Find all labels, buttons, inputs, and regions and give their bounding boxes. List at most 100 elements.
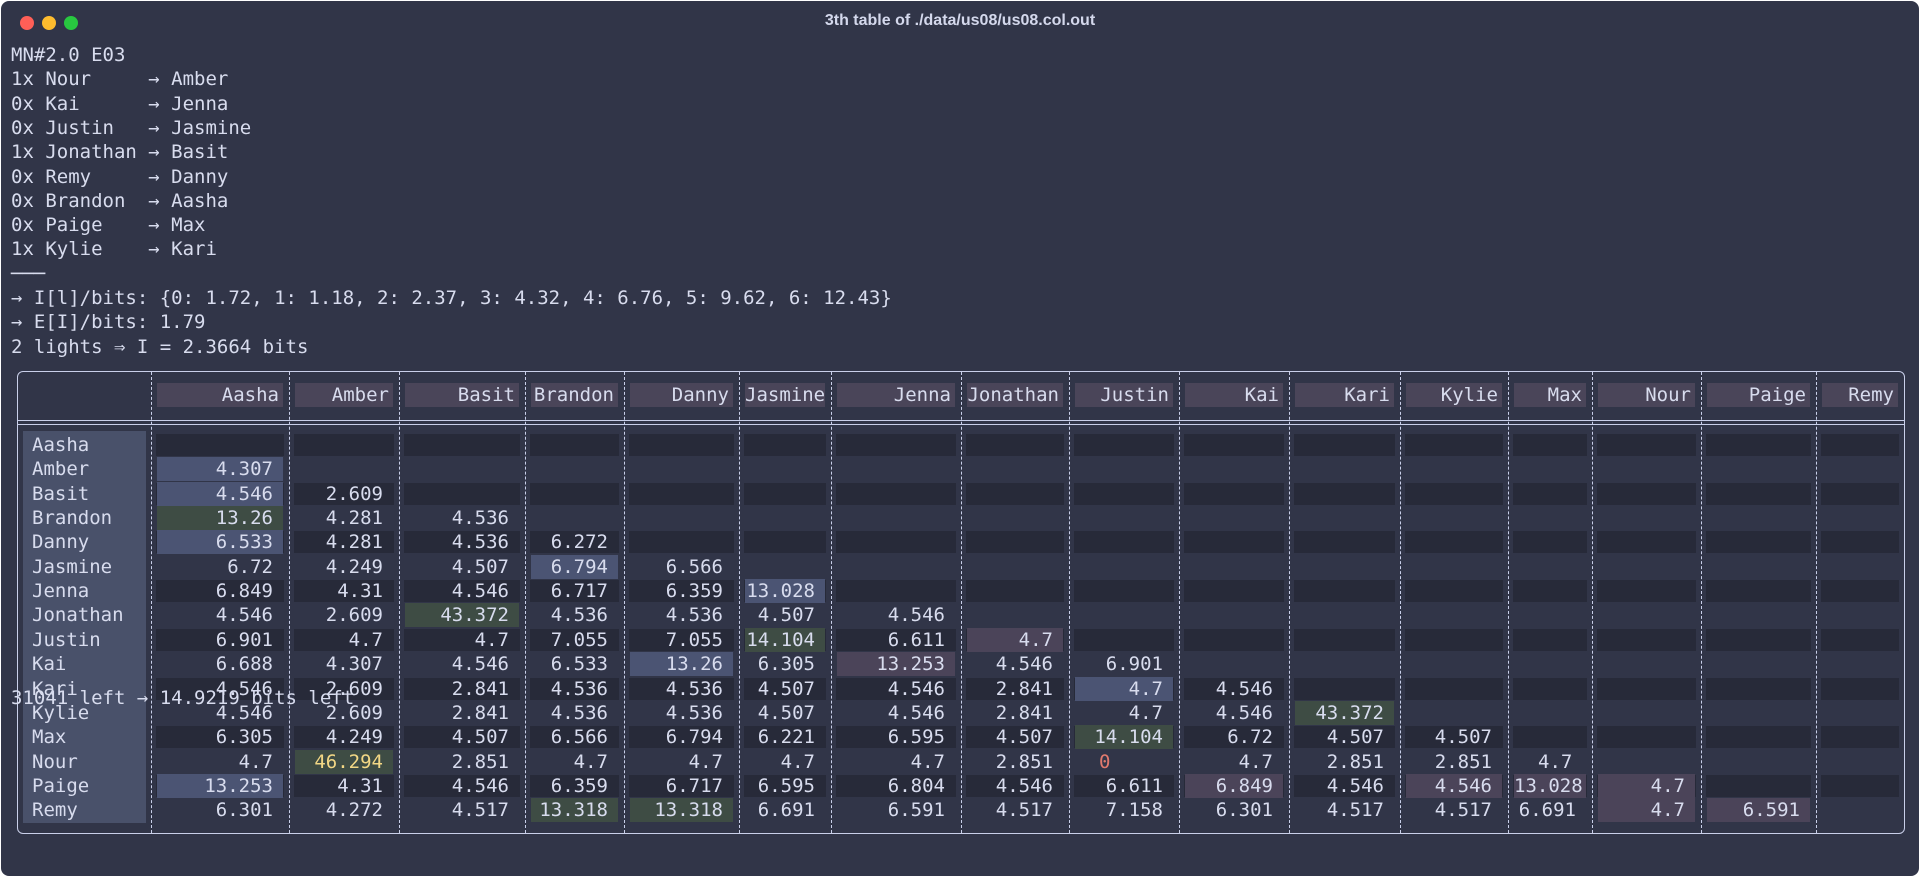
column-header: Basit [405, 383, 519, 407]
row-stripe [744, 434, 826, 456]
row-stripe [156, 580, 284, 603]
table-cell: 13.028 [746, 580, 815, 603]
table-cell: 4.281 [325, 531, 383, 554]
row-stripe [156, 434, 284, 456]
row-stripe [744, 482, 826, 505]
table-cell: 4.7 [910, 750, 945, 773]
cell-highlight [157, 530, 283, 555]
row-stripe [629, 726, 734, 749]
row-stripe [629, 774, 734, 797]
table-cell: 4.31 [337, 774, 383, 797]
table-cell: 14.104 [746, 628, 815, 651]
row-stripe [1405, 531, 1503, 554]
row-stripe [1074, 531, 1174, 554]
table-cell: 4.536 [550, 604, 608, 627]
row-stripe [966, 580, 1064, 603]
row-stripe [1706, 628, 1811, 651]
table-cell: 2.841 [995, 677, 1053, 700]
header-line: 1x Kylie → Kari [11, 238, 217, 261]
close-button[interactable] [20, 16, 34, 30]
row-stripe [530, 580, 619, 603]
row-stripe [1294, 628, 1395, 651]
table-cell: 6.591 [887, 799, 945, 822]
table-cell: 6.595 [757, 774, 815, 797]
header-line: 1x Jonathan → Basit [11, 141, 229, 164]
header-line: 0x Kai → Jenna [11, 92, 229, 115]
row-stripe [156, 677, 284, 700]
cell-highlight [531, 554, 618, 579]
row-stripe [530, 434, 619, 456]
table-cell: 4.546 [215, 677, 273, 700]
column-divider [525, 372, 526, 833]
row-stripe [404, 434, 520, 456]
row-stripe [629, 531, 734, 554]
column-divider [624, 372, 625, 833]
minimize-button[interactable] [42, 16, 56, 30]
row-stripe [1074, 482, 1174, 505]
table-cell: 4.507 [995, 726, 1053, 749]
cell-highlight [837, 652, 955, 677]
table-cell: 7.055 [665, 628, 723, 651]
table-cell: 4.546 [995, 774, 1053, 797]
table-cell: 13.318 [654, 799, 723, 822]
row-stripe [1706, 580, 1811, 603]
cell-highlight [1075, 725, 1173, 750]
row-stripe [156, 628, 284, 651]
row-stripe [1184, 531, 1284, 554]
zoom-button[interactable] [64, 16, 78, 30]
row-stripe [1184, 482, 1284, 505]
table-cell: 7.055 [550, 628, 608, 651]
column-header: Kai [1185, 383, 1283, 407]
row-stripe [629, 482, 734, 505]
row-stripe [744, 726, 826, 749]
table-cell: 2.851 [451, 750, 509, 773]
table-cell: 4.536 [665, 604, 723, 627]
row-label: Kai [32, 653, 67, 676]
table-cell: 13.028 [1514, 774, 1583, 797]
table-cell: 4.249 [325, 726, 383, 749]
table-cell: 6.591 [1742, 799, 1800, 822]
table-cell: 6.794 [665, 726, 723, 749]
table-cell: 4.7 [1128, 701, 1163, 724]
cell-highlight [157, 506, 283, 531]
table-cell: 4.546 [887, 677, 945, 700]
table-cell: 4.546 [451, 774, 509, 797]
table-cell: 6.901 [1105, 653, 1163, 676]
column-divider [831, 372, 832, 833]
table-cell: 4.536 [451, 507, 509, 530]
row-label: Aasha [32, 434, 90, 456]
row-stripe [744, 677, 826, 700]
table-cell: 4.546 [995, 653, 1053, 676]
row-stripe [1074, 434, 1174, 456]
row-stripe [1074, 774, 1174, 797]
row-stripe [1821, 774, 1899, 797]
row-stripe [1821, 726, 1899, 749]
table-cell: 2.609 [325, 677, 383, 700]
table-cell: 2.841 [995, 701, 1053, 724]
cell-highlight [157, 773, 283, 798]
row-stripe [1821, 482, 1899, 505]
table-cell: 6.849 [1215, 774, 1273, 797]
column-divider [1508, 372, 1509, 833]
table-cell: 6.691 [757, 799, 815, 822]
row-stripe [836, 580, 956, 603]
row-label: Brandon [32, 507, 113, 530]
footer-status: 31041 left → 14.9219 bits left [11, 687, 355, 709]
table-cell: 6.305 [215, 726, 273, 749]
row-stripe [156, 726, 284, 749]
table-cell: 4.546 [215, 482, 273, 505]
table-cell: 4.507 [757, 677, 815, 700]
table-cell: 4.281 [325, 507, 383, 530]
table-cell: 4.546 [887, 701, 945, 724]
cell-highlight [745, 579, 825, 604]
table-cell: 4.517 [1434, 799, 1492, 822]
row-stripe [836, 677, 956, 700]
table-cell: 4.7 [1538, 750, 1573, 773]
row-stripe [1706, 774, 1811, 797]
cell-highlight [630, 798, 733, 823]
row-stripe [1294, 531, 1395, 554]
row-stripe [404, 628, 520, 651]
table-cell: 6.611 [1105, 774, 1163, 797]
table-cell: 4.307 [325, 653, 383, 676]
row-stripe [836, 434, 956, 456]
